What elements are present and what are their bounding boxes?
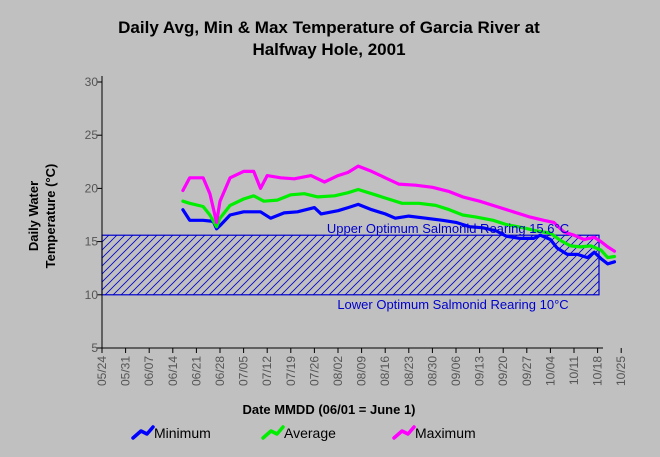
x-tick-label: 07/05	[237, 356, 251, 386]
y-tick-label: 5	[91, 341, 98, 355]
x-tick-label: 10/11	[567, 356, 581, 385]
x-tick-label: 06/28	[213, 356, 227, 386]
series-line-minimum	[181, 202, 617, 266]
x-tick-label: 08/30	[425, 356, 439, 386]
y-axis-label-line2: Temperature (°C)	[43, 164, 58, 269]
legend-label-minimum: Minimum	[154, 425, 211, 441]
x-tick-label: 09/06	[449, 356, 463, 386]
x-tick-label: 07/19	[284, 356, 298, 386]
x-tick-label: 10/04	[543, 356, 557, 386]
y-tick-label: 20	[85, 181, 99, 195]
legend-swatch-maximum	[392, 425, 416, 440]
x-tick-label: 10/18	[591, 356, 605, 386]
x-tick-label: 06/14	[166, 356, 180, 386]
x-tick-label: 06/07	[142, 356, 156, 386]
x-tick-label: 05/24	[95, 356, 109, 386]
x-tick-label: 06/21	[189, 356, 203, 386]
x-tick-label: 10/25	[614, 356, 628, 386]
y-tick-label: 10	[85, 288, 99, 302]
y-tick-label: 30	[85, 75, 99, 89]
x-tick-label: 05/31	[119, 356, 133, 386]
x-tick-label: 07/26	[307, 356, 321, 386]
x-tick-label: 08/02	[331, 356, 345, 386]
legend-label-average: Average	[284, 425, 336, 441]
y-tick-label: 15	[85, 235, 99, 249]
x-axis-label: Date MMDD (06/01 = June 1)	[242, 402, 415, 417]
chart-title-line2: Halfway Hole, 2001	[252, 40, 405, 59]
legend-swatch-minimum	[131, 425, 155, 440]
x-tick-label: 07/12	[260, 356, 274, 386]
legend-label-maximum: Maximum	[415, 425, 476, 441]
legend-swatch-average	[261, 425, 285, 440]
chart-title-line1: Daily Avg, Min & Max Temperature of Garc…	[118, 18, 540, 37]
y-axis-label-line1: Daily Water	[26, 181, 41, 251]
upper-band-label: Upper Optimum Salmonid Rearing 15.6°C	[327, 221, 569, 236]
y-tick-label: 25	[85, 128, 99, 142]
x-tick-label: 08/23	[402, 356, 416, 386]
lower-band-label: Lower Optimum Salmonid Rearing 10°C	[337, 297, 568, 312]
x-tick-label: 09/20	[496, 356, 510, 386]
series-line-average	[181, 187, 617, 260]
x-tick-label: 08/09	[355, 356, 369, 386]
x-tick-label: 08/16	[378, 356, 392, 386]
optimum-rearing-band	[101, 234, 600, 296]
x-tick-label: 09/13	[473, 356, 487, 386]
series-line-maximum	[181, 164, 617, 253]
plot-area	[102, 72, 621, 372]
x-tick-label: 09/27	[520, 356, 534, 386]
